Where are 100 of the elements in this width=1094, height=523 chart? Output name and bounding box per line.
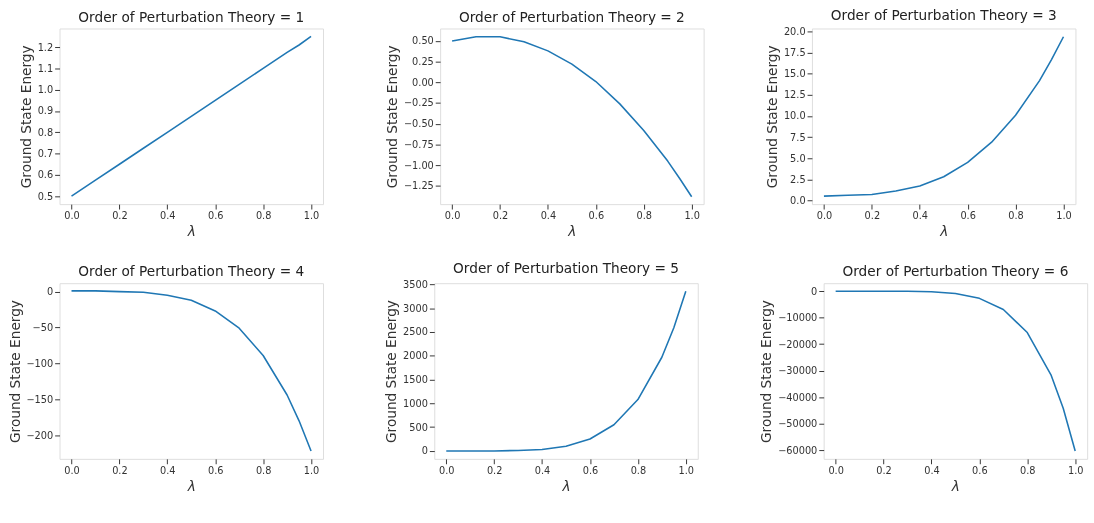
y-tick-label: 2000 [403, 350, 428, 362]
y-axis-title: Ground State Energy [6, 300, 23, 443]
y-tick-label: 0.0 [790, 194, 806, 206]
chart-title: Order of Perturbation Theory = 4 [78, 263, 305, 280]
x-tick-label: 1.0 [303, 210, 320, 222]
x-tick-label: 1.0 [678, 465, 695, 476]
y-tick-label: −60000 [778, 444, 818, 456]
x-tick-label: 0.4 [160, 465, 176, 476]
x-tick-label: 0.0 [64, 465, 80, 476]
y-axis-title: Ground State Energy [764, 45, 781, 189]
chart-title: Order of Perturbation Theory = 5 [453, 259, 679, 276]
y-tick-label: 1500 [403, 374, 428, 386]
y-tick-label: −150 [26, 393, 54, 405]
x-tick-label: 0.2 [864, 210, 881, 222]
y-tick-label: −0.75 [403, 138, 434, 150]
x-tick-label: 0.4 [924, 465, 940, 476]
chart-title: Order of Perturbation Theory = 6 [842, 263, 1069, 280]
x-tick-label: 0.8 [636, 210, 652, 222]
y-tick-label: −20000 [778, 338, 818, 350]
x-tick-label: 0.6 [207, 210, 224, 222]
x-tick-label: 0.0 [444, 210, 461, 222]
y-tick-label: −40000 [778, 391, 818, 403]
y-tick-label: −0.25 [403, 97, 434, 109]
y-tick-label: 0 [46, 286, 54, 298]
y-tick-label: 1.1 [37, 62, 54, 74]
y-tick-label: −10000 [778, 312, 818, 324]
y-axis-title: Ground State Energy [758, 300, 775, 443]
y-tick-label: −1.00 [403, 159, 434, 171]
y-tick-label: 1000 [403, 397, 428, 409]
x-tick-label: 1.0 [684, 210, 700, 222]
y-tick-label: 3000 [403, 302, 428, 314]
y-tick-label: 0.8 [37, 126, 54, 138]
y-tick-label: 2500 [403, 326, 428, 338]
line-series [451, 36, 693, 198]
x-tick-label: 0.8 [255, 465, 272, 476]
y-tick-label: 15.0 [783, 68, 806, 80]
x-tick-label: 1.0 [1067, 465, 1084, 476]
y-tick-label: 0 [811, 285, 818, 297]
y-axis-title: Ground State Energy [383, 300, 400, 443]
y-tick-label: 1.2 [37, 41, 54, 53]
y-tick-label: −0.50 [403, 118, 434, 130]
y-axis-title: Ground State Energy [384, 45, 401, 189]
x-tick-label: 0.2 [492, 210, 509, 222]
x-tick-label: 0.6 [207, 465, 224, 476]
y-axis-title: Ground State Energy [17, 45, 34, 189]
y-tick-label: 500 [409, 421, 428, 433]
y-tick-label: 0.25 [412, 56, 434, 68]
y-tick-label: 0.9 [37, 105, 54, 117]
x-tick-label: 0.4 [534, 465, 551, 476]
y-tick-label: −30000 [778, 365, 818, 377]
line-series [445, 290, 687, 452]
y-tick-label: 10.0 [783, 110, 806, 122]
y-tick-label: 0 [421, 445, 428, 457]
y-tick-label: 0.7 [37, 148, 54, 159]
x-tick-label: 0.2 [876, 465, 892, 476]
x-tick-label: 0.0 [828, 465, 844, 476]
y-tick-label: 0.00 [412, 76, 434, 88]
y-tick-label: 2.5 [790, 173, 806, 185]
x-axis-title: λ [939, 222, 949, 239]
x-tick-label: 0.6 [972, 465, 988, 476]
line-series [70, 35, 312, 197]
x-tick-label: 0.6 [582, 465, 599, 476]
x-tick-label: 0.2 [112, 210, 128, 222]
x-axis-title: λ [186, 477, 196, 494]
line-series [823, 35, 1065, 197]
x-tick-label: 0.0 [64, 210, 80, 222]
y-tick-label: −50 [32, 321, 54, 333]
x-tick-label: 0.6 [960, 210, 976, 222]
x-tick-label: 0.8 [1020, 465, 1036, 476]
x-tick-label: 0.6 [588, 210, 605, 222]
x-tick-label: 0.8 [630, 465, 647, 476]
x-tick-label: 1.0 [303, 465, 320, 476]
x-axis-title: λ [561, 477, 571, 494]
x-tick-label: 0.0 [816, 210, 833, 222]
y-tick-label: 1.0 [37, 84, 54, 96]
x-tick-label: 0.2 [486, 465, 503, 476]
chart-title: Order of Perturbation Theory = 3 [830, 6, 1057, 23]
x-axis-title: λ [950, 477, 960, 494]
line-series [70, 290, 312, 452]
y-tick-label: −200 [26, 429, 54, 441]
x-tick-label: 0.8 [1008, 210, 1024, 222]
y-tick-label: −100 [26, 357, 54, 369]
x-tick-label: 0.0 [438, 465, 455, 476]
y-tick-label: 0.50 [412, 35, 434, 47]
x-axis-title: λ [567, 222, 577, 239]
y-tick-label: 0.5 [37, 190, 54, 202]
x-tick-label: 0.2 [112, 465, 128, 476]
y-tick-label: 12.5 [783, 89, 806, 101]
y-tick-label: 0.6 [37, 169, 54, 181]
y-tick-label: −50000 [778, 418, 818, 430]
x-axis-title: λ [186, 222, 196, 239]
y-tick-label: 20.0 [783, 26, 806, 38]
x-tick-label: 0.4 [912, 210, 928, 222]
x-tick-label: 0.8 [255, 210, 272, 222]
chart-title: Order of Perturbation Theory = 2 [458, 8, 685, 25]
x-tick-label: 0.4 [160, 210, 176, 222]
x-tick-label: 1.0 [1056, 210, 1072, 222]
y-tick-label: −1.25 [403, 180, 434, 192]
x-tick-label: 0.4 [540, 210, 557, 222]
y-tick-label: 5.0 [790, 152, 806, 164]
